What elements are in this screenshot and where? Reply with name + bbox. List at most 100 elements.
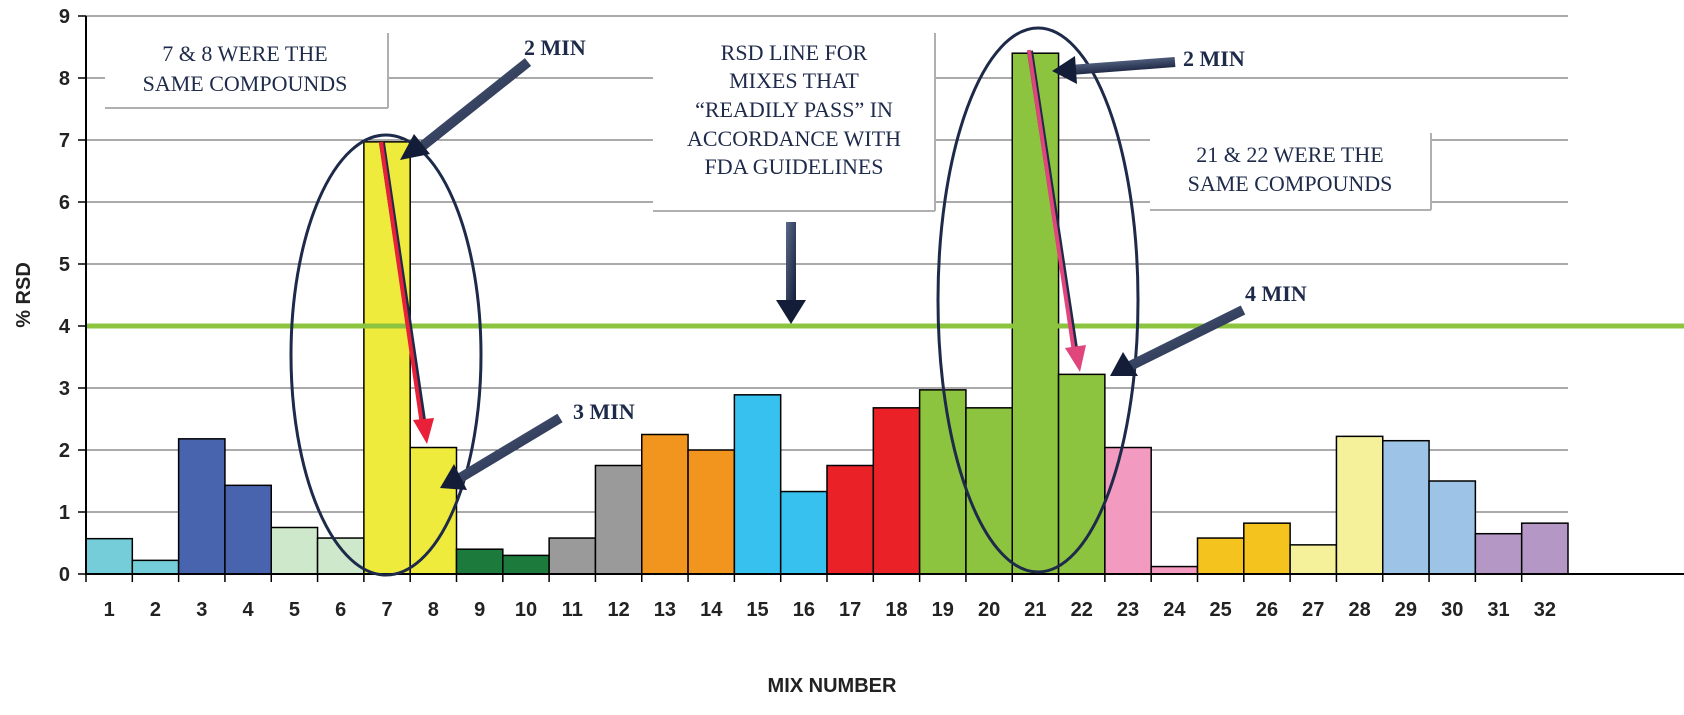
bar-mix-8: [409, 446, 458, 575]
x-tick-label-2: 2: [150, 599, 161, 621]
callout-center-line-3: “READILY PASS” IN: [695, 97, 893, 122]
bar-mix-16: [779, 490, 828, 575]
bar-mix-18: [872, 407, 921, 575]
callout-left-line-2: SAME COMPOUNDS: [143, 71, 348, 96]
navy-arrow-3min: [440, 413, 563, 490]
y-tick-label-3: 3: [59, 378, 70, 400]
y-tick-label-6: 6: [59, 192, 70, 214]
x-tick-label-3: 3: [196, 599, 207, 621]
x-tick-label-10: 10: [515, 599, 537, 621]
x-tick-label-32: 32: [1534, 599, 1556, 621]
x-tick-label-25: 25: [1210, 599, 1232, 621]
y-tick-label-2: 2: [59, 440, 70, 462]
x-tick-label-9: 9: [474, 599, 485, 621]
bar-mix-9: [455, 548, 504, 575]
bar-mix-13: [641, 433, 689, 575]
x-tick-label-29: 29: [1395, 599, 1417, 621]
red-arrow-7-to-8: [379, 141, 434, 444]
y-tick-label-1: 1: [59, 502, 70, 524]
bar-mix-17: [826, 464, 875, 575]
y-tick-label-8: 8: [59, 68, 70, 90]
bar-mix-23: [1104, 446, 1152, 575]
x-tick-label-5: 5: [289, 599, 300, 621]
x-tick-label-13: 13: [654, 599, 676, 621]
x-tick-label-23: 23: [1117, 599, 1139, 621]
x-tick-label-22: 22: [1071, 599, 1093, 621]
red-arrow-head: [413, 418, 434, 444]
x-tick-label-14: 14: [700, 599, 723, 621]
x-tick-label-28: 28: [1348, 599, 1370, 621]
x-tick-label-7: 7: [381, 599, 392, 621]
navy-arrow-2min-a: [400, 58, 532, 160]
pink-arrow-shaft: [1027, 49, 1076, 353]
bar-mix-30: [1428, 480, 1477, 575]
navy-arrow-4min-head: [1110, 352, 1138, 376]
callout-center-line-4: ACCORDANCE WITH: [687, 126, 901, 151]
bar-mix-26: [1243, 522, 1291, 575]
navy-arrow-2min-a-shaft: [416, 58, 532, 152]
bar-mix-5: [270, 526, 319, 575]
callout-center-line-2: MIXES THAT: [729, 68, 859, 93]
label-2min-mix7: 2 MIN: [524, 35, 586, 60]
bar-mix-3: [177, 438, 226, 575]
bar-mix-31: [1474, 532, 1523, 575]
x-axis-title: MIX NUMBER: [768, 675, 897, 697]
bar-mix-10: [502, 554, 550, 575]
callout-center-line-5: FDA GUIDELINES: [704, 154, 883, 179]
x-tick-label-11: 11: [562, 599, 583, 621]
navy-arrow-3min-shaft: [457, 413, 563, 483]
navy-arrow-4min: [1110, 305, 1246, 376]
x-tick-label-8: 8: [428, 599, 439, 621]
x-tick-label-16: 16: [793, 599, 815, 621]
callout-right-line-1: 21 & 22 WERE THE: [1196, 142, 1383, 167]
navy-arrow-2min-b: [1052, 56, 1176, 84]
bar-mix-21: [1011, 52, 1060, 575]
x-tick-label-4: 4: [243, 599, 255, 621]
bar-mix-12: [594, 464, 643, 575]
callout-center-line-1: RSD LINE FOR: [721, 40, 868, 65]
bar-mix-7: [363, 141, 411, 575]
x-tick-label-12: 12: [607, 599, 629, 621]
x-tick-label-17: 17: [839, 599, 861, 621]
navy-arrow-rsd-shaft: [786, 222, 796, 302]
pink-arrow-head: [1065, 345, 1086, 372]
x-tick-label-30: 30: [1441, 599, 1463, 621]
bar-mix-29: [1382, 439, 1430, 575]
callout-left: 7 & 8 WERE THE SAME COMPOUNDS: [105, 33, 389, 109]
x-tick-label-1: 1: [104, 599, 115, 621]
callout-center-box: [653, 33, 935, 211]
navy-arrow-2min-b-head: [1052, 56, 1077, 84]
bar-mix-20: [965, 407, 1013, 575]
y-tick-label-0: 0: [59, 564, 70, 586]
navy-arrow-rsd-line: [776, 222, 806, 324]
bar-mix-11: [548, 537, 597, 575]
callout-right: 21 & 22 WERE THE SAME COMPOUNDS: [1150, 133, 1432, 211]
bar-mix-14: [687, 449, 736, 575]
callout-center: RSD LINE FOR MIXES THAT “READILY PASS” I…: [653, 33, 936, 212]
y-tick-label-7: 7: [59, 130, 70, 152]
ellipse-mix-7-8: [289, 133, 483, 577]
x-tick-label-27: 27: [1302, 599, 1324, 621]
callout-left-line-1: 7 & 8 WERE THE: [162, 41, 327, 66]
red-arrow-shaft: [379, 141, 424, 426]
ellipse-mix-21-22: [936, 26, 1140, 574]
bar-mix-28: [1335, 435, 1384, 575]
bar-mix-25: [1196, 537, 1245, 575]
x-tick-label-26: 26: [1256, 599, 1278, 621]
bar-mix-19: [918, 389, 967, 575]
pink-arrow-21-to-22: [1027, 49, 1086, 372]
x-tick-label-6: 6: [335, 599, 346, 621]
label-2min-mix21: 2 MIN: [1183, 46, 1245, 71]
bar-mix-22: [1057, 373, 1106, 575]
bar-mix-15: [733, 394, 782, 575]
y-tick-label-4: 4: [59, 316, 71, 338]
navy-arrow-rsd-head: [776, 300, 806, 324]
y-tick-label-9: 9: [59, 6, 70, 28]
x-tick-label-15: 15: [746, 599, 768, 621]
y-axis-title: % RSD: [13, 262, 35, 328]
x-tick-label-31: 31: [1487, 599, 1509, 621]
bar-mix-1: [85, 537, 134, 575]
callout-left-box: [105, 33, 388, 108]
